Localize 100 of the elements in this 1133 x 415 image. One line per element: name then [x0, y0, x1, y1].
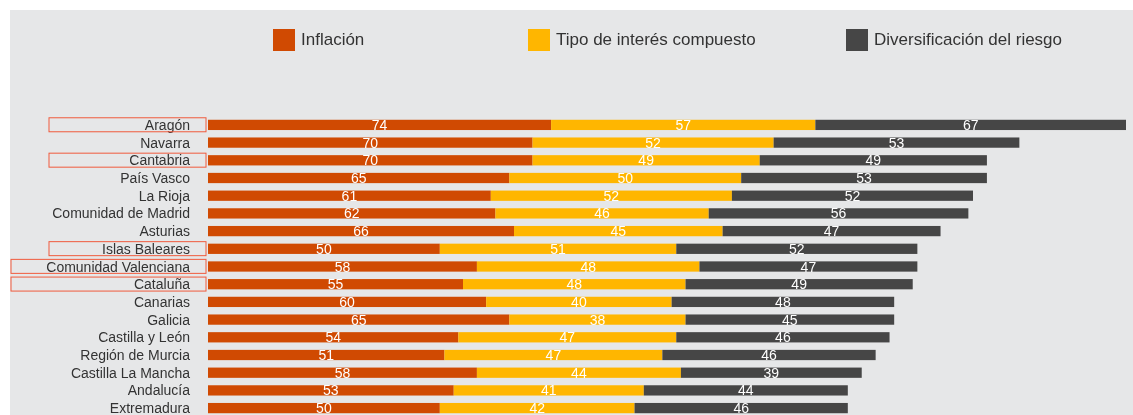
- y-tick-label: Cataluña: [133, 276, 191, 293]
- bar: [208, 261, 477, 272]
- y-tick-label: Islas Baleares: [102, 240, 190, 257]
- data-label: 42: [529, 400, 546, 415]
- data-label: 47: [800, 258, 817, 275]
- data-label: 53: [888, 134, 905, 151]
- data-label: 38: [589, 311, 606, 328]
- bar: [643, 385, 848, 396]
- data-label: 41: [540, 382, 557, 399]
- data-label: 52: [603, 187, 620, 204]
- data-label: 46: [761, 347, 777, 363]
- data-label: 58: [334, 258, 351, 275]
- bar: [208, 172, 510, 184]
- bar: [532, 155, 760, 166]
- bar: [662, 349, 876, 361]
- data-label: 65: [350, 170, 367, 186]
- bar: [741, 172, 987, 184]
- bar: [490, 190, 732, 201]
- bar: [509, 172, 742, 184]
- data-label: 39: [763, 364, 780, 381]
- bar: [676, 332, 890, 343]
- bar: [208, 208, 496, 219]
- bar: [208, 225, 514, 237]
- data-label: 48: [580, 258, 597, 275]
- data-label: 66: [353, 223, 369, 240]
- data-label: 45: [782, 311, 798, 328]
- data-label: 49: [791, 276, 808, 293]
- data-label: 48: [775, 293, 791, 310]
- data-label: 50: [316, 240, 332, 257]
- data-label: 40: [571, 293, 587, 310]
- data-label: 65: [350, 311, 367, 328]
- legend-label: Diversificación del riesgo: [874, 30, 1063, 49]
- bar: [708, 208, 969, 219]
- data-label: 55: [327, 276, 344, 293]
- data-label: 44: [571, 364, 587, 381]
- y-tick-label: Aragón: [144, 116, 190, 133]
- legend-label: Tipo de interés compuesto: [556, 30, 756, 49]
- data-label: 52: [844, 187, 861, 204]
- data-label: 50: [617, 170, 634, 186]
- data-label: 45: [610, 223, 627, 240]
- y-tick-label: Castilla y León: [98, 329, 190, 346]
- y-tick-label: La Rioja: [138, 187, 191, 204]
- bar: [722, 225, 941, 237]
- y-tick-label: Comunidad de Madrid: [52, 205, 190, 222]
- bar: [458, 332, 677, 343]
- y-tick-label: Andalucía: [127, 382, 191, 399]
- data-label: 44: [738, 382, 754, 399]
- y-tick-label: Cantabria: [129, 152, 191, 169]
- y-tick-label: Comunidad Valenciana: [46, 258, 191, 275]
- bar: [699, 261, 918, 272]
- data-label: 51: [318, 347, 335, 363]
- data-label: 50: [316, 400, 332, 415]
- bar: [208, 190, 491, 201]
- bar: [680, 367, 862, 378]
- data-label: 70: [362, 134, 379, 151]
- bar: [773, 137, 1020, 148]
- data-label: 51: [550, 240, 567, 257]
- bar: [208, 296, 487, 308]
- data-label: 70: [362, 152, 379, 169]
- bar: [634, 402, 848, 414]
- data-label: 54: [325, 329, 342, 346]
- bar: [476, 261, 700, 272]
- y-tick-label: Canarias: [133, 293, 190, 310]
- bar: [514, 225, 723, 237]
- bar: [495, 208, 709, 219]
- data-label: 74: [371, 116, 388, 133]
- y-tick-label: Castilla La Mancha: [70, 364, 191, 381]
- bar: [439, 243, 677, 254]
- bar: [815, 119, 1126, 131]
- bar: [532, 137, 774, 148]
- bar: [476, 367, 681, 378]
- y-tick-label: Navarra: [140, 134, 191, 151]
- data-label: 60: [339, 293, 356, 310]
- bar: [731, 190, 973, 201]
- bar: [685, 279, 913, 290]
- bar: [208, 243, 440, 254]
- bar: [671, 296, 895, 308]
- legend-label: Inflación: [301, 30, 365, 49]
- data-label: 46: [594, 205, 611, 222]
- bar: [208, 314, 510, 325]
- bar: [208, 402, 440, 414]
- bar: [759, 155, 987, 166]
- y-tick-label: Galicia: [147, 311, 191, 328]
- data-label: 52: [789, 240, 805, 257]
- bar: [208, 137, 533, 148]
- bar: [208, 279, 463, 290]
- data-label: 67: [962, 116, 979, 133]
- data-label: 61: [341, 187, 358, 204]
- bar: [208, 119, 552, 131]
- y-tick-label: Región de Murcia: [80, 347, 191, 363]
- bar: [676, 243, 918, 254]
- bar: [208, 367, 477, 378]
- data-label: 46: [733, 400, 750, 415]
- bar: [439, 402, 635, 414]
- data-label: 53: [856, 170, 873, 186]
- bar: [208, 155, 533, 166]
- data-label: 62: [343, 205, 360, 222]
- data-label: 57: [675, 116, 692, 133]
- bar: [444, 349, 663, 361]
- data-label: 58: [334, 364, 351, 381]
